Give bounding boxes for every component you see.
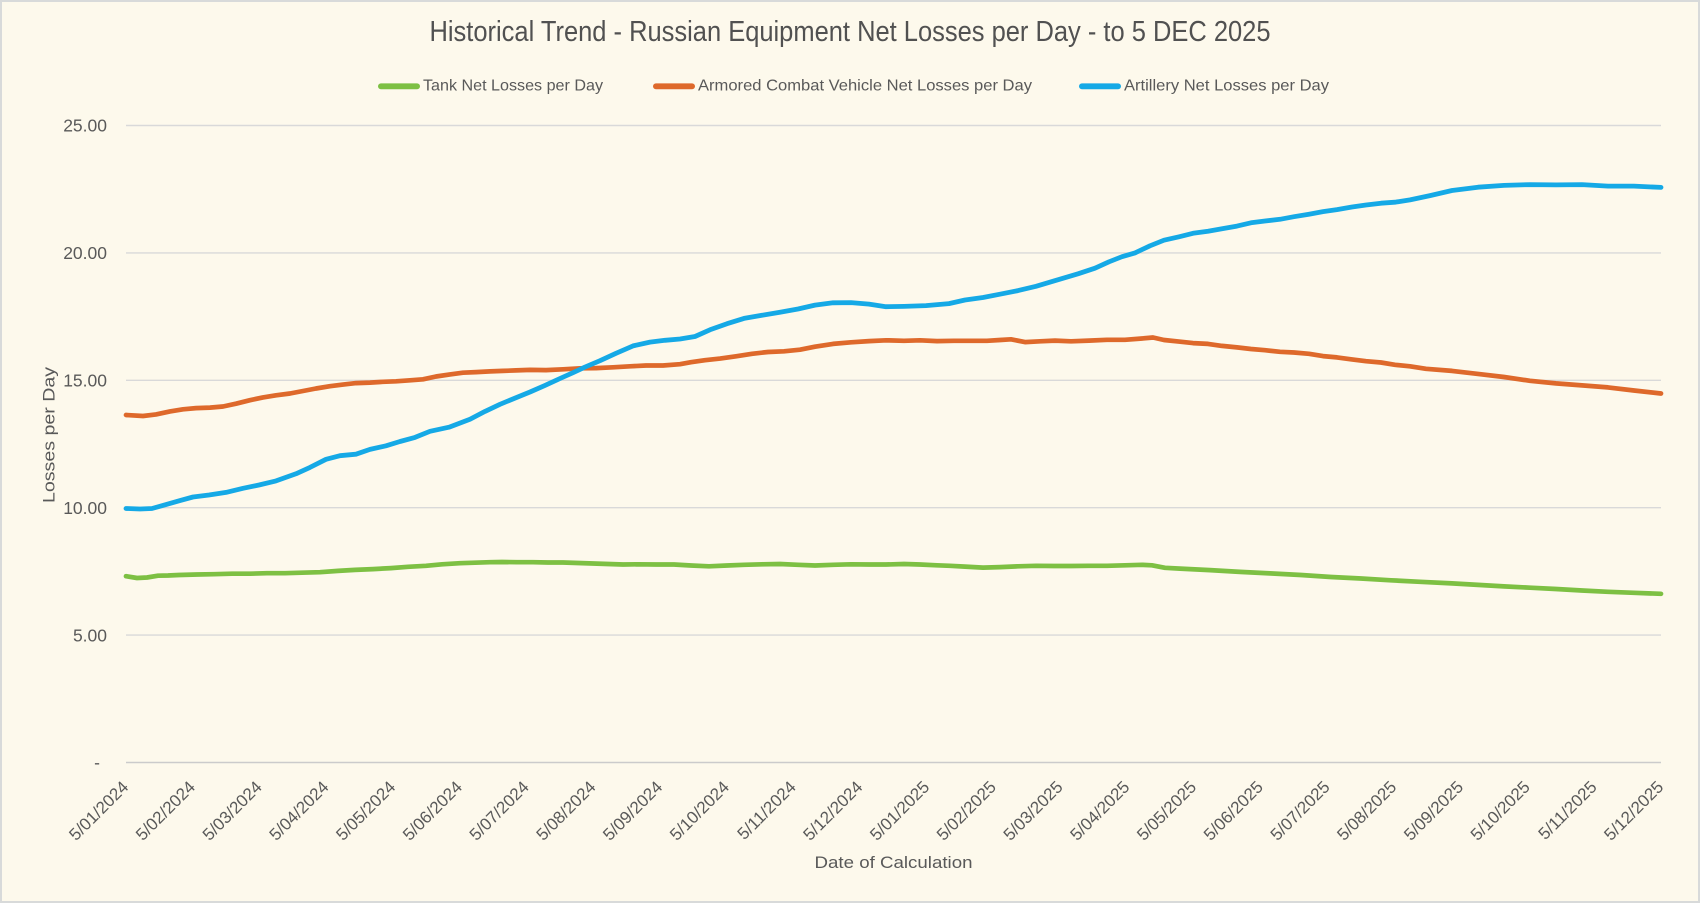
svg-text:Historical Trend - Russian Equ: Historical Trend - Russian Equipment Net… bbox=[430, 16, 1271, 48]
svg-text:10.00: 10.00 bbox=[63, 498, 107, 518]
svg-text:25.00: 25.00 bbox=[63, 116, 107, 136]
svg-text:15.00: 15.00 bbox=[63, 371, 107, 391]
svg-text:5.00: 5.00 bbox=[73, 625, 107, 645]
svg-text:Tank Net Losses per Day: Tank Net Losses per Day bbox=[423, 78, 603, 95]
svg-text:Artillery Net Losses per Day: Artillery Net Losses per Day bbox=[1124, 78, 1329, 95]
svg-text:Armored Combat Vehicle Net Los: Armored Combat Vehicle Net Losses per Da… bbox=[698, 78, 1032, 95]
svg-text:-: - bbox=[94, 753, 100, 773]
svg-text:Date of Calculation: Date of Calculation bbox=[815, 854, 973, 872]
svg-text:Losses per Day: Losses per Day bbox=[41, 366, 59, 503]
svg-text:20.00: 20.00 bbox=[63, 243, 107, 263]
